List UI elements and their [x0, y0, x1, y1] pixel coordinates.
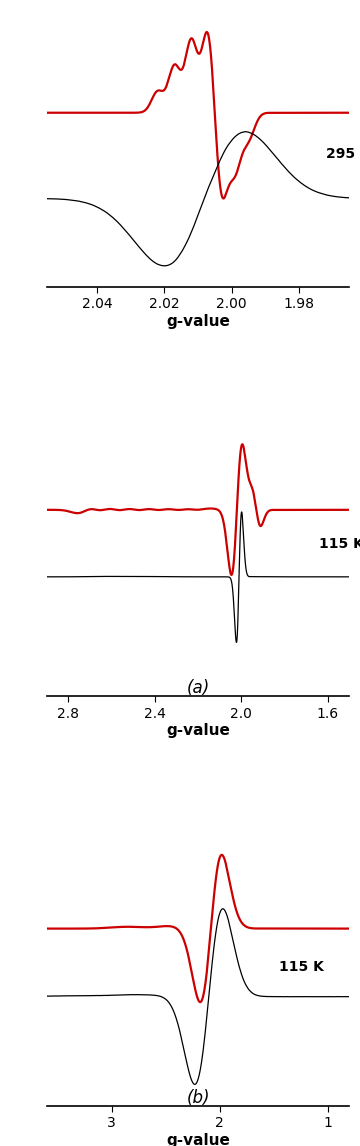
Text: (a): (a)	[186, 680, 210, 698]
X-axis label: g-value: g-value	[166, 314, 230, 329]
Text: (b): (b)	[186, 1089, 210, 1107]
X-axis label: g-value: g-value	[166, 723, 230, 738]
Text: 115 K: 115 K	[279, 960, 324, 974]
Text: 115 K: 115 K	[319, 536, 360, 551]
X-axis label: g-value: g-value	[166, 1133, 230, 1146]
Text: 295 K: 295 K	[326, 147, 360, 162]
